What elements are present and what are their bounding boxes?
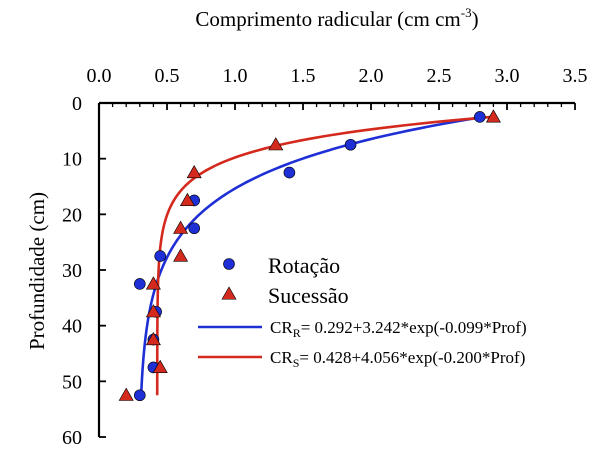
y-tick-label: 30 xyxy=(62,260,82,282)
sucessao-point xyxy=(118,387,134,401)
sucessao-point xyxy=(186,164,202,179)
rotacao-point xyxy=(154,250,166,262)
sucessao-point xyxy=(145,331,161,346)
sucessao-point xyxy=(145,304,161,318)
axes: 0.0 0.5 1.0 1.5 2.0 2.5 3.0 3.5 0 10 20 30 40 50 60 xyxy=(62,65,588,449)
sucessao-point xyxy=(485,109,501,123)
y-axis-title: Profundidade (cm) xyxy=(25,192,49,350)
rotacao-point xyxy=(473,111,486,123)
sucessao-point xyxy=(268,137,284,151)
x-tick-label: 3.5 xyxy=(563,65,588,87)
x-tick-label: 0.0 xyxy=(87,65,112,87)
sucessao-point xyxy=(173,248,189,262)
rotacao-point xyxy=(344,138,357,151)
x-tick-label: 1.5 xyxy=(291,65,316,87)
rotacao-point xyxy=(283,166,296,179)
y-tick-label: 60 xyxy=(62,427,82,449)
x-tick-label: 0.5 xyxy=(155,65,180,87)
sucessao-point xyxy=(145,276,161,290)
x-tick-label: 1.0 xyxy=(223,65,248,87)
sucessao-point xyxy=(152,359,168,373)
fit-curve-rotacao xyxy=(139,115,484,396)
x-tick-label: 2.5 xyxy=(427,65,452,87)
y-tick-label: 50 xyxy=(62,371,82,393)
rotacao-point xyxy=(134,389,146,402)
legend-fit-equation: CRS= 0.428+4.056*exp(-0.200*Prof) xyxy=(270,348,525,370)
x-tick-label: 3.0 xyxy=(495,65,520,87)
x-tick-label: 2.0 xyxy=(359,65,384,87)
rotacao-point xyxy=(134,278,146,290)
legend-marker-sucessao xyxy=(221,286,237,300)
x-axis-title: Comprimento radicular (cm cm-3) xyxy=(195,5,478,31)
legend: Rotação Sucessão CRR= 0.292+3.242*exp(-0.0… xyxy=(198,253,527,370)
legend-label-sucessao: Sucessão xyxy=(268,283,349,308)
sucessao-point xyxy=(173,220,189,234)
y-tick-label: 20 xyxy=(62,204,82,226)
legend-marker-rotacao xyxy=(223,258,235,270)
y-tick-label: 0 xyxy=(72,93,82,115)
y-tick-label: 40 xyxy=(62,316,82,338)
y-tick-label: 10 xyxy=(62,149,82,171)
legend-fit-equation: CRR= 0.292+3.242*exp(-0.099*Prof) xyxy=(270,318,527,340)
rotacao-point xyxy=(188,222,200,235)
data-points xyxy=(118,109,501,402)
sucessao-point xyxy=(179,192,195,206)
legend-label-rotacao: Rotação xyxy=(268,253,340,278)
